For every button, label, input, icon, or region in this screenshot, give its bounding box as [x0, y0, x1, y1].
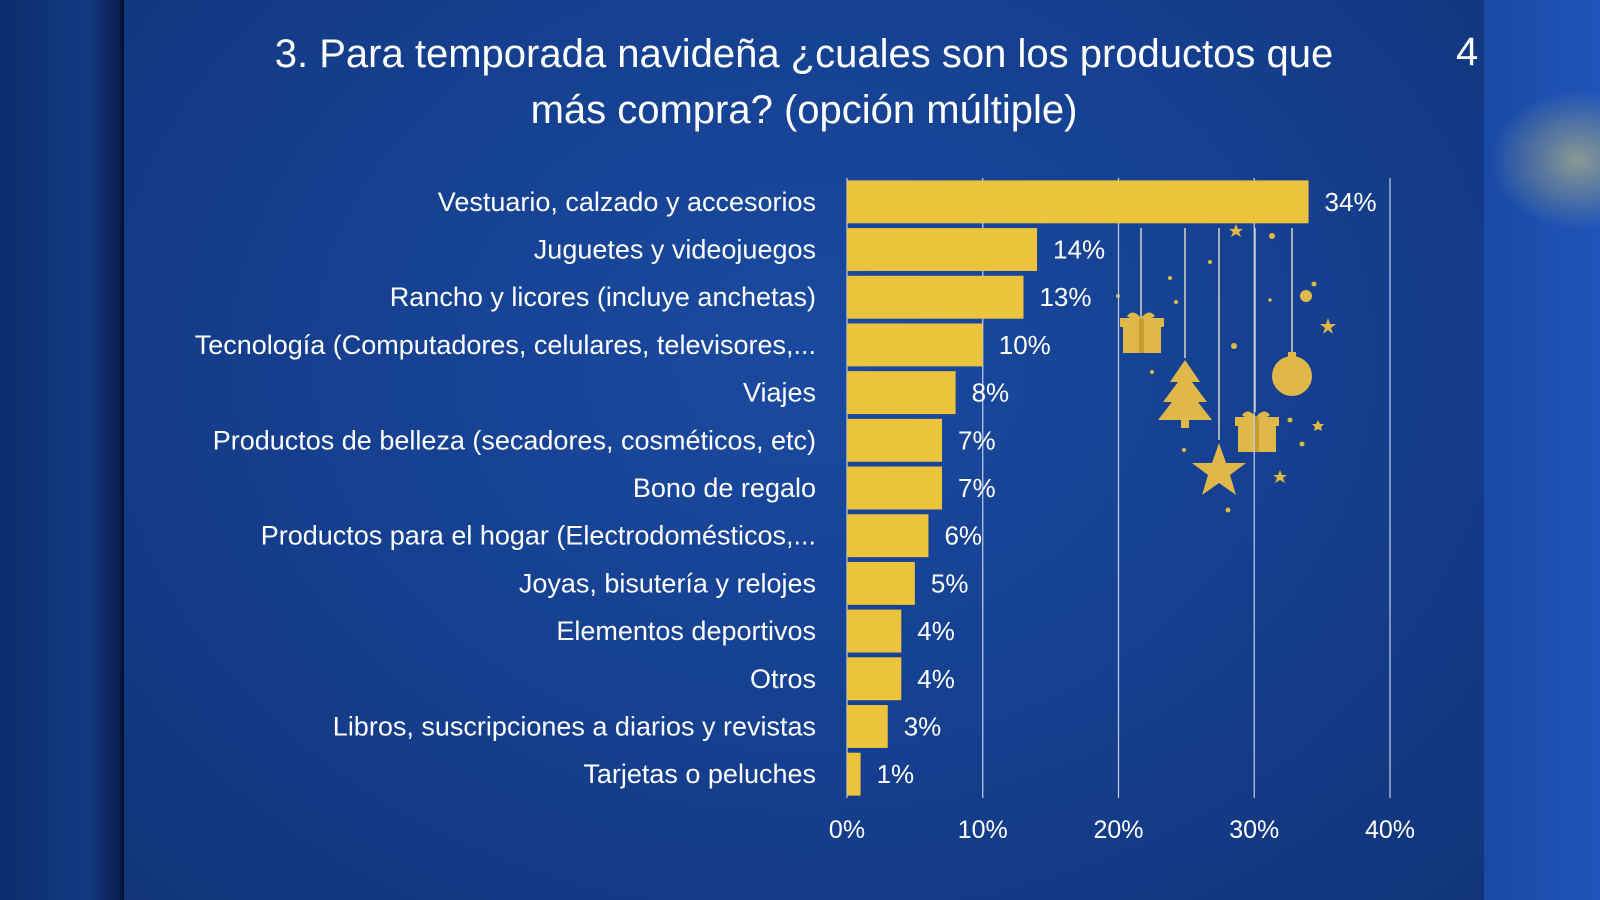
bar	[847, 275, 1024, 319]
value-label: 7%	[958, 473, 996, 503]
x-tick-label: 20%	[1093, 816, 1143, 844]
category-label: Otros	[750, 664, 816, 694]
bar	[847, 609, 902, 653]
bar	[847, 371, 956, 415]
value-label: 3%	[904, 711, 942, 741]
bar	[847, 752, 861, 796]
category-labels: Vestuario, calzado y accesorios Juguetes …	[195, 187, 816, 789]
bar	[847, 418, 943, 462]
christmas-tree-icon	[1158, 360, 1212, 428]
gift-box-icon	[1235, 411, 1279, 452]
title-line-1: 3. Para temporada navideña ¿cuales son l…	[274, 32, 1334, 76]
category-label: Bono de regalo	[633, 473, 816, 503]
title-line-2: más compra? (opción múltiple)	[530, 88, 1078, 132]
x-tick-label: 40%	[1365, 816, 1415, 844]
category-label: Vestuario, calzado y accesorios	[438, 187, 816, 217]
bar	[847, 466, 943, 510]
gift-box-icon	[1120, 312, 1164, 353]
category-label: Joyas, bisutería y relojes	[519, 568, 816, 598]
value-label: 4%	[917, 616, 955, 646]
bar	[847, 657, 902, 701]
value-label: 13%	[1039, 282, 1091, 312]
x-tick-label: 0%	[829, 816, 865, 844]
x-tick-label: 30%	[1229, 816, 1279, 844]
page-number: 4	[1456, 30, 1479, 74]
category-label: Productos de belleza (secadores, cosméti…	[213, 425, 816, 455]
christmas-decorations	[1116, 224, 1336, 513]
left-frame	[0, 0, 124, 900]
category-label: Productos para el hogar (Electrodoméstic…	[261, 521, 816, 551]
bar	[847, 180, 1309, 224]
ornament-ball-icon	[1272, 352, 1312, 396]
category-label: Tarjetas o peluches	[583, 759, 816, 789]
slide-title: 3. Para temporada navideña ¿cuales son l…	[124, 26, 1484, 138]
star-icon	[1192, 443, 1246, 495]
value-label: 34%	[1325, 187, 1377, 217]
bar	[847, 514, 929, 558]
value-label: 6%	[944, 521, 982, 551]
value-label: 10%	[999, 330, 1051, 360]
bar	[847, 561, 915, 605]
category-label: Elementos deportivos	[556, 616, 816, 646]
category-label: Libros, suscripciones a diarios y revist…	[333, 711, 816, 741]
category-label: Juguetes y videojuegos	[534, 235, 816, 265]
bar	[847, 705, 888, 748]
value-label: 14%	[1053, 235, 1105, 265]
value-labels: 34% 14% 13% 10% 8% 7% 7% 6% 5% 4% 4% 3% 1%	[877, 187, 1377, 789]
category-label: Viajes	[743, 378, 816, 408]
category-label: Rancho y licores (incluye anchetas)	[390, 282, 816, 312]
value-label: 4%	[917, 664, 955, 694]
x-axis-tick-labels: 0% 10% 20% 30% 40%	[829, 816, 1415, 844]
category-label: Tecnología (Computadores, celulares, tel…	[195, 330, 816, 360]
value-label: 7%	[958, 425, 996, 455]
value-label: 5%	[931, 568, 969, 598]
bar	[847, 228, 1038, 271]
value-label: 8%	[972, 378, 1010, 408]
value-label: 1%	[877, 759, 915, 789]
bar	[847, 323, 983, 367]
x-tick-label: 10%	[958, 816, 1008, 844]
background-glow	[1490, 90, 1600, 230]
bars	[847, 180, 1309, 796]
